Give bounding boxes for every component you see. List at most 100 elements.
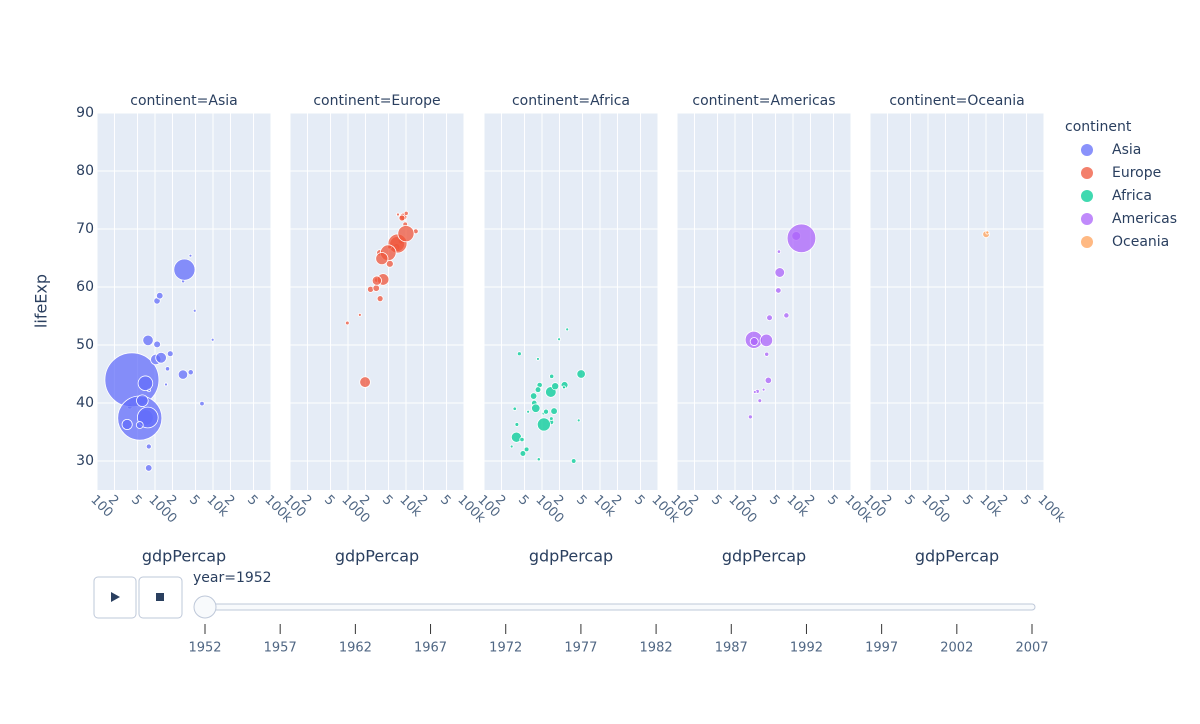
x-tick-label: 5: [244, 492, 260, 508]
x-tick-label: 5: [437, 492, 453, 508]
play-button[interactable]: [93, 576, 137, 619]
plot-area: [677, 113, 851, 490]
x-tick-label: 5: [128, 492, 144, 508]
slider-step-label: 2007: [1015, 641, 1048, 656]
y-axis-title: lifeExp: [32, 274, 51, 328]
x-axis-title: gdpPercap: [335, 547, 419, 566]
bubble: [164, 382, 168, 387]
bubble: [357, 312, 362, 317]
x-tick-label: 5: [379, 492, 395, 508]
bubble: [774, 267, 786, 278]
bubble: [531, 403, 541, 413]
slider-step-label: 1992: [790, 641, 823, 656]
legend-item[interactable]: Americas: [1081, 211, 1177, 227]
bubble: [403, 210, 409, 216]
bubble: [145, 443, 152, 450]
bubble: [144, 464, 153, 472]
x-axis-title: gdpPercap: [915, 547, 999, 566]
bubble: [345, 320, 350, 326]
x-tick-label: 5: [901, 492, 917, 508]
bubble: [192, 308, 197, 313]
legend-swatch: [1081, 236, 1093, 248]
slider-step-label: 1977: [564, 641, 597, 656]
bubble: [164, 366, 171, 372]
slider-step-label: 2002: [940, 641, 973, 656]
bubble: [786, 223, 817, 254]
legend-item[interactable]: Asia: [1081, 142, 1141, 158]
stop-button[interactable]: [138, 576, 183, 619]
legend-label: Oceania: [1112, 234, 1169, 250]
bubble: [576, 418, 581, 423]
bubble: [562, 385, 566, 390]
bubble: [512, 406, 517, 411]
bubble: [747, 414, 753, 420]
bubble: [985, 230, 990, 235]
bubble: [776, 249, 782, 254]
x-tick-label: 5: [631, 492, 647, 508]
legend-swatch: [1081, 190, 1093, 202]
slider-step-label: 1957: [264, 641, 297, 656]
bubble: [549, 373, 555, 379]
bubble: [752, 390, 757, 394]
bubble: [759, 333, 774, 348]
bubble: [764, 351, 770, 357]
bubble: [764, 376, 772, 385]
markers: [345, 210, 419, 388]
x-tick-label: 5: [186, 492, 202, 508]
plot-area: [484, 113, 658, 490]
bubble: [136, 394, 149, 407]
y-tick-label: 40: [76, 395, 94, 411]
bubble: [398, 214, 406, 222]
bubble: [396, 212, 400, 217]
facet-title: continent=Europe: [313, 93, 440, 109]
legend-label: Asia: [1112, 142, 1141, 158]
markers: [509, 327, 586, 464]
bubble: [509, 444, 514, 449]
bubble: [775, 287, 782, 294]
slider-knob[interactable]: [193, 595, 217, 619]
legend-item[interactable]: Europe: [1081, 165, 1161, 181]
bubble: [188, 253, 193, 258]
markers: [982, 230, 990, 238]
slider-rail[interactable]: [204, 603, 1036, 611]
legend-label: Africa: [1112, 188, 1152, 204]
bubble: [570, 458, 577, 464]
bubble: [142, 334, 154, 347]
bubble: [156, 291, 164, 300]
plot-area: [870, 113, 1044, 490]
legend-swatch: [1081, 167, 1093, 179]
x-tick-label: 5: [515, 492, 531, 508]
bubble: [375, 252, 389, 266]
x-axis-title: gdpPercap: [529, 547, 613, 566]
bubble: [536, 357, 540, 361]
x-axis-title: gdpPercap: [142, 547, 226, 566]
bubble: [557, 337, 561, 342]
bubble: [137, 375, 154, 392]
x-axis-title: gdpPercap: [722, 547, 806, 566]
y-tick-label: 90: [76, 105, 94, 121]
slider-step-label: 1972: [489, 641, 522, 656]
bubble: [783, 312, 790, 319]
legend-item[interactable]: Oceania: [1081, 234, 1169, 250]
bubble: [550, 407, 558, 415]
slider-step-label: 1982: [640, 641, 673, 656]
legend-label: Americas: [1112, 211, 1177, 227]
legend-swatch: [1081, 213, 1093, 225]
slider-step-label: 1962: [339, 641, 372, 656]
bubble: [519, 436, 525, 443]
plot-area: [290, 113, 464, 490]
slider-step-label: 1952: [188, 641, 221, 656]
facet-title: continent=Africa: [512, 93, 630, 109]
facet-title: continent=Asia: [130, 93, 237, 109]
bubble: [199, 400, 205, 407]
bubble: [516, 351, 522, 357]
bubble: [187, 369, 194, 376]
bubble: [576, 369, 586, 379]
plot-area: [97, 113, 271, 490]
x-tick-label: 5: [1017, 492, 1033, 508]
bubble: [210, 337, 215, 342]
legend-item[interactable]: Africa: [1081, 188, 1152, 204]
bubble: [173, 258, 196, 281]
slider-step-label: 1997: [865, 641, 898, 656]
